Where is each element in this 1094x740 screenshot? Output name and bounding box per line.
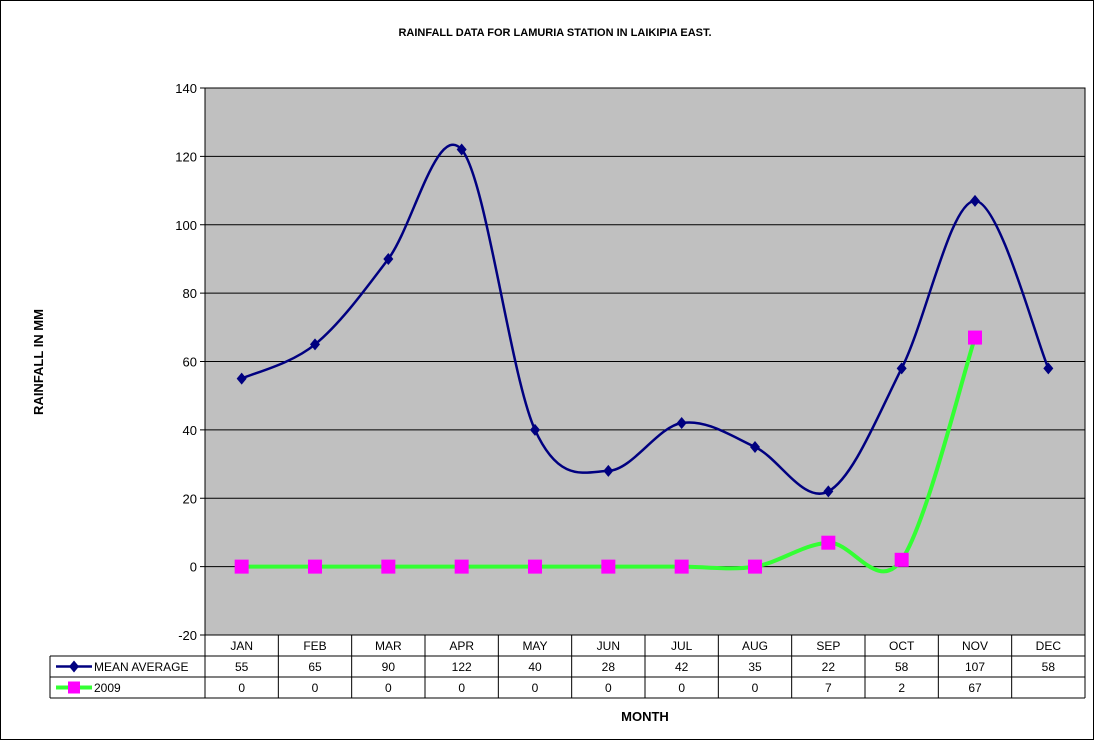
- data-table: JAN FEB MAR APR MAY JUN JUL AUG SEP OCT NOV DEC MEAN…: [49, 635, 1086, 699]
- data-label: 0: [678, 681, 685, 695]
- data-label: 0: [385, 681, 392, 695]
- legend-swatch-marker: [68, 681, 80, 694]
- data-point-2009: [748, 559, 762, 574]
- y-tick-label: 100: [175, 218, 197, 233]
- chart-title: RAINFALL DATA FOR LAMURIA STATION IN LAI…: [398, 27, 711, 39]
- x-tick-label: JUN: [597, 639, 620, 653]
- data-point-mean-average: [603, 464, 614, 477]
- data-point-2009: [528, 559, 542, 574]
- x-tick-label: SEP: [816, 639, 840, 653]
- data-point-2009: [968, 330, 982, 345]
- y-tick-label: 40: [183, 423, 197, 438]
- x-tick-label: AUG: [742, 639, 768, 653]
- data-point-2009: [234, 559, 249, 574]
- x-tick-label: DEC: [1036, 639, 1062, 653]
- series-markers: [234, 143, 1054, 574]
- legend-label: MEAN AVERAGE: [94, 660, 188, 674]
- y-tick-label: 80: [183, 286, 197, 301]
- data-label: 0: [238, 681, 245, 695]
- x-tick-label: JAN: [230, 639, 253, 653]
- y-tick-label: 20: [183, 491, 197, 506]
- data-label: 58: [1042, 660, 1056, 674]
- series-line-0: [241, 143, 1050, 495]
- data-label: 0: [458, 681, 465, 695]
- data-point-2009: [821, 535, 836, 550]
- x-tick-label: APR: [449, 639, 474, 653]
- data-label: 0: [312, 681, 319, 695]
- data-point-2009: [454, 559, 469, 574]
- data-point-mean-average: [750, 440, 760, 453]
- x-tick-label: FEB: [303, 639, 326, 653]
- y-tick-label: 140: [175, 81, 197, 96]
- data-label: 65: [308, 660, 322, 674]
- y-axis-label: RAINFALL IN MM: [31, 309, 46, 415]
- data-point-mean-average: [970, 194, 980, 207]
- data-point-mean-average: [1043, 362, 1054, 375]
- data-label: 0: [752, 681, 759, 695]
- data-label: 2: [898, 681, 905, 695]
- data-label: 67: [968, 681, 982, 695]
- data-point-mean-average: [676, 417, 687, 430]
- data-label: 7: [825, 681, 832, 695]
- data-label: 122: [452, 660, 472, 674]
- data-label: 35: [748, 660, 762, 674]
- data-label: 55: [235, 660, 249, 674]
- y-tick-label: 120: [175, 149, 197, 164]
- data-point-2009: [894, 552, 909, 567]
- x-tick-label: NOV: [962, 639, 988, 653]
- x-tick-label: JUL: [671, 639, 693, 653]
- data-point-2009: [674, 559, 689, 574]
- data-label: 42: [675, 660, 689, 674]
- y-tick-label: 60: [183, 355, 197, 370]
- data-point-mean-average: [310, 338, 320, 351]
- x-tick-label: MAY: [522, 639, 547, 653]
- data-label: 40: [528, 660, 542, 674]
- data-label: 58: [895, 660, 909, 674]
- data-point-mean-average: [823, 485, 834, 498]
- data-label: 22: [822, 660, 836, 674]
- data-label: 0: [605, 681, 612, 695]
- data-point-mean-average: [896, 362, 907, 375]
- legend-swatch-marker: [69, 660, 79, 673]
- y-tick-label: -20: [178, 628, 197, 643]
- y-tick-label: 0: [190, 560, 197, 575]
- data-point-2009: [381, 559, 396, 574]
- y-axis-tick-labels: -20 0 20 40 60 80 100 120 140: [175, 81, 197, 643]
- x-tick-label: OCT: [889, 639, 915, 653]
- x-tick-label: MAR: [375, 639, 402, 653]
- data-point-mean-average: [456, 143, 467, 156]
- data-label: 107: [965, 660, 985, 674]
- data-label: 90: [382, 660, 396, 674]
- data-label: 0: [532, 681, 539, 695]
- data-point-mean-average: [383, 252, 394, 265]
- legend-label: 2009: [94, 681, 121, 695]
- data-point-2009: [601, 559, 616, 574]
- data-point-2009: [308, 559, 322, 574]
- data-point-mean-average: [236, 372, 247, 385]
- x-axis-label: MONTH: [621, 709, 669, 724]
- data-point-mean-average: [530, 423, 540, 436]
- data-label: 28: [602, 660, 616, 674]
